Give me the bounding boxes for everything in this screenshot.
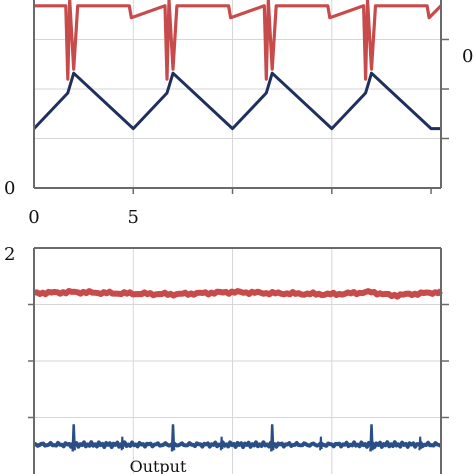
bottom-blue-spike — [71, 424, 76, 452]
top-x-tick-label: 0 — [28, 207, 39, 228]
bottom-blue-spike — [369, 424, 374, 452]
top-series-triangle — [32, 71, 441, 131]
bottom-blue-minor-spike — [120, 436, 125, 451]
bottom-series-blue — [33, 440, 442, 450]
top-right-tick-label: 0 — [462, 46, 473, 67]
bottom-blue-minor-spike — [219, 436, 224, 451]
top-series-pulse — [34, 0, 443, 81]
bottom-left-tick-label: 2 — [4, 244, 15, 265]
bottom-blue-minor-spike — [418, 436, 422, 451]
bottom-blue-spike — [170, 424, 176, 452]
bottom-blue-spike — [270, 424, 275, 452]
top-x-tick-label: 5 — [128, 207, 139, 228]
bottom-annotation-label: Output — [130, 457, 187, 474]
top-left-tick-label: 0 — [4, 178, 15, 199]
bottom-series-red — [33, 288, 443, 300]
bottom-blue-minor-spike — [319, 436, 323, 451]
